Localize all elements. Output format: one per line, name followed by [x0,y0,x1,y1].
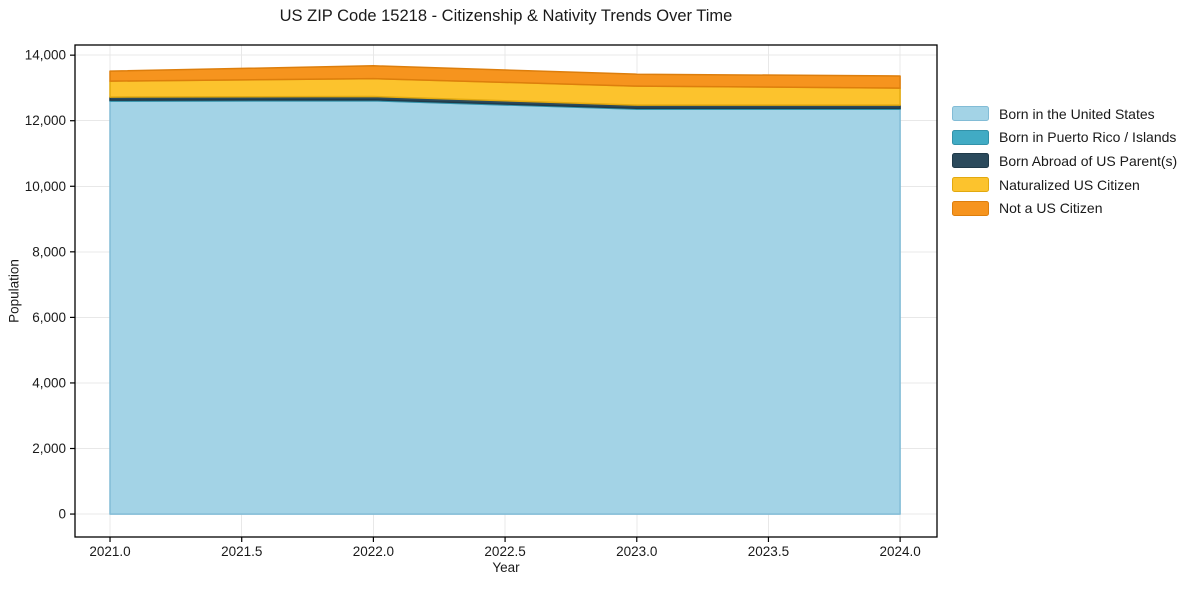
y-tick-label: 6,000 [32,310,66,325]
x-tick-label: 2021.0 [89,544,130,559]
x-axis-label: Year [492,560,520,575]
y-tick-label: 10,000 [25,179,66,194]
x-tick-label: 2022.5 [484,544,525,559]
legend-item-2: Born Abroad of US Parent(s) [952,149,1177,173]
legend-swatch [952,200,989,216]
legend-swatch [952,129,989,145]
legend-item-3: Naturalized US Citizen [952,173,1177,197]
y-tick-label: 2,000 [32,441,66,456]
x-tick-label: 2023.0 [616,544,657,559]
stacked-areas [109,65,901,515]
legend-label: Not a US Citizen [999,200,1103,217]
legend-swatch [952,106,989,122]
legend-label: Naturalized US Citizen [999,176,1140,193]
y-tick-label: 4,000 [32,375,66,390]
legend-label: Born Abroad of US Parent(s) [999,152,1178,169]
x-tick-label: 2023.5 [748,544,789,559]
legend-swatch [952,177,989,193]
axis-ticks: 2021.0 2021.5 2022.0 2022.5 2023.0 2023.5 2024… [25,48,921,559]
area-series-0 [109,99,901,515]
legend-item-0: Born in the United States [952,102,1177,126]
legend-item-1: Born in Puerto Rico / Islands [952,126,1177,150]
y-tick-label: 14,000 [25,48,66,63]
y-tick-label: 12,000 [25,113,66,128]
legend-label: Born in the United States [999,105,1155,122]
x-tick-label: 2021.5 [221,544,262,559]
x-tick-label: 2024.0 [879,544,920,559]
axes-spines [74,44,938,538]
y-tick-label: 8,000 [32,244,66,259]
legend-label: Born in Puerto Rico / Islands [999,129,1177,146]
legend-item-4: Not a US Citizen [952,196,1177,220]
chart-title: US ZIP Code 15218 - Citizenship & Nativi… [279,7,733,25]
area-series-4 [109,65,901,89]
x-tick-label: 2022.0 [353,544,394,559]
legend: Born in the United States Born in Puerto … [952,102,1177,220]
y-axis-label: Population [6,259,22,323]
y-tick-label: 0 [58,507,66,522]
legend-swatch [952,153,989,169]
